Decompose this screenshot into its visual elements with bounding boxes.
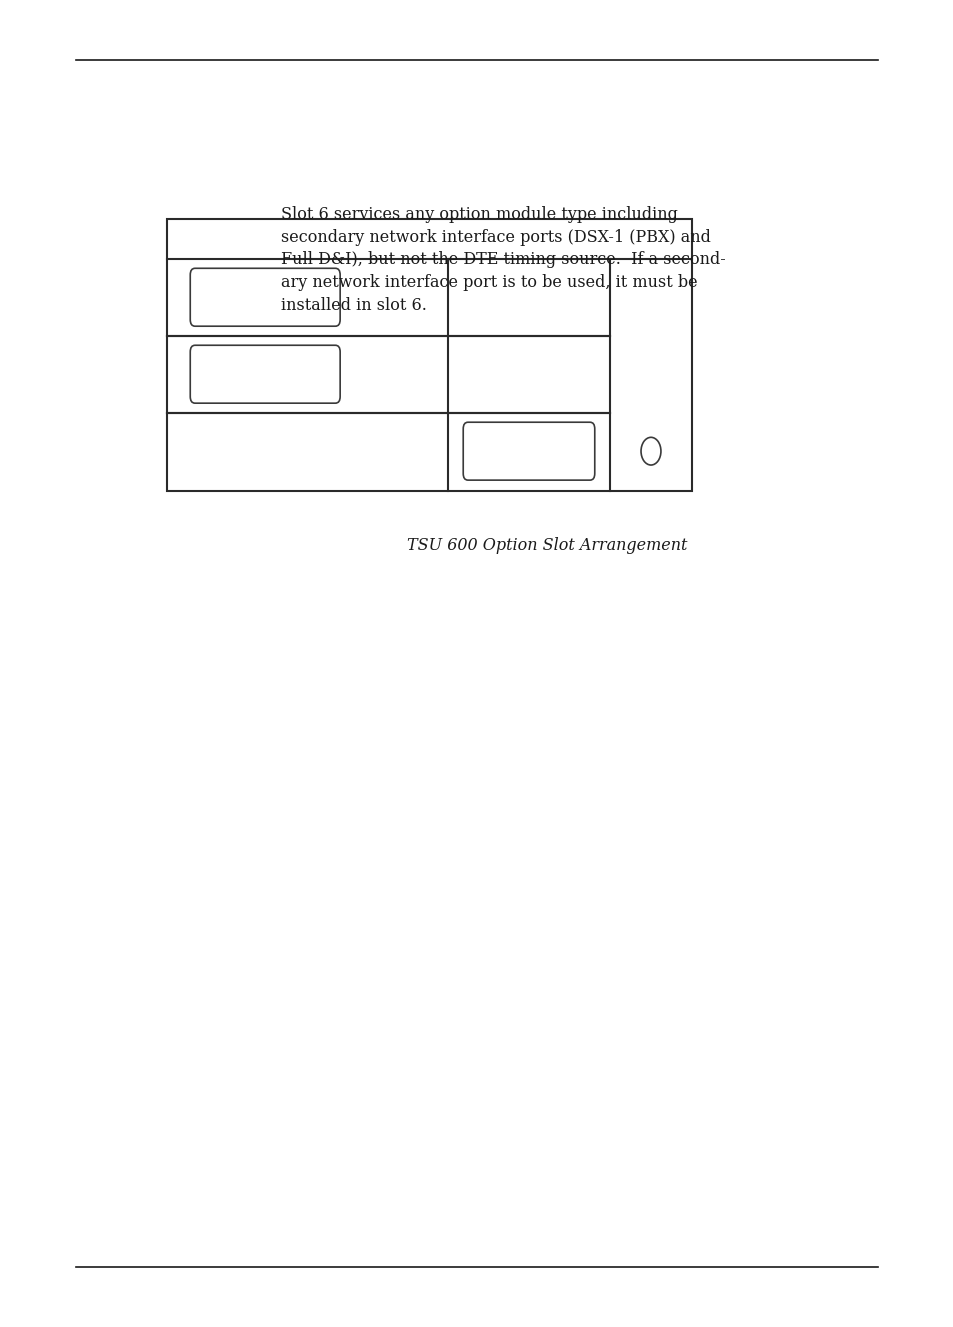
Bar — [167, 219, 691, 491]
Text: TSU 600 Option Slot Arrangement: TSU 600 Option Slot Arrangement — [406, 537, 686, 555]
Circle shape — [640, 438, 660, 464]
FancyBboxPatch shape — [190, 345, 340, 403]
FancyBboxPatch shape — [463, 422, 594, 480]
FancyBboxPatch shape — [190, 268, 340, 326]
Text: Slot 6 services any option module type including
secondary network interface por: Slot 6 services any option module type i… — [281, 206, 725, 314]
